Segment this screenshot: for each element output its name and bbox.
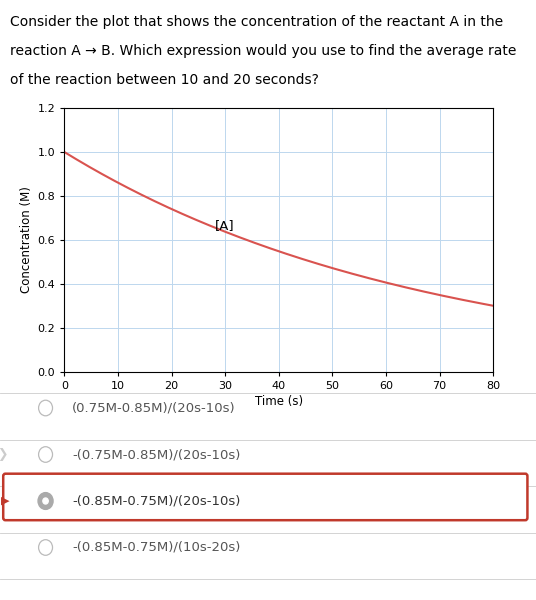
Text: (0.75M-0.85M)/(20s-10s): (0.75M-0.85M)/(20s-10s) [72,401,236,415]
Text: of the reaction between 10 and 20 seconds?: of the reaction between 10 and 20 second… [10,73,318,86]
Text: ▶: ▶ [1,496,10,506]
Y-axis label: Concentration (M): Concentration (M) [20,187,33,293]
Text: -(0.75M-0.85M)/(20s-10s): -(0.75M-0.85M)/(20s-10s) [72,448,241,461]
X-axis label: Time (s): Time (s) [255,395,303,408]
Text: -(0.85M-0.75M)/(10s-20s): -(0.85M-0.75M)/(10s-20s) [72,541,241,554]
Text: ❯: ❯ [0,448,8,461]
Text: -(0.85M-0.75M)/(20s-10s): -(0.85M-0.75M)/(20s-10s) [72,494,241,508]
Text: [A]: [A] [214,219,234,232]
Text: Consider the plot that shows the concentration of the reactant A in the: Consider the plot that shows the concent… [10,15,503,29]
Text: reaction A → B. Which expression would you use to find the average rate: reaction A → B. Which expression would y… [10,44,516,58]
